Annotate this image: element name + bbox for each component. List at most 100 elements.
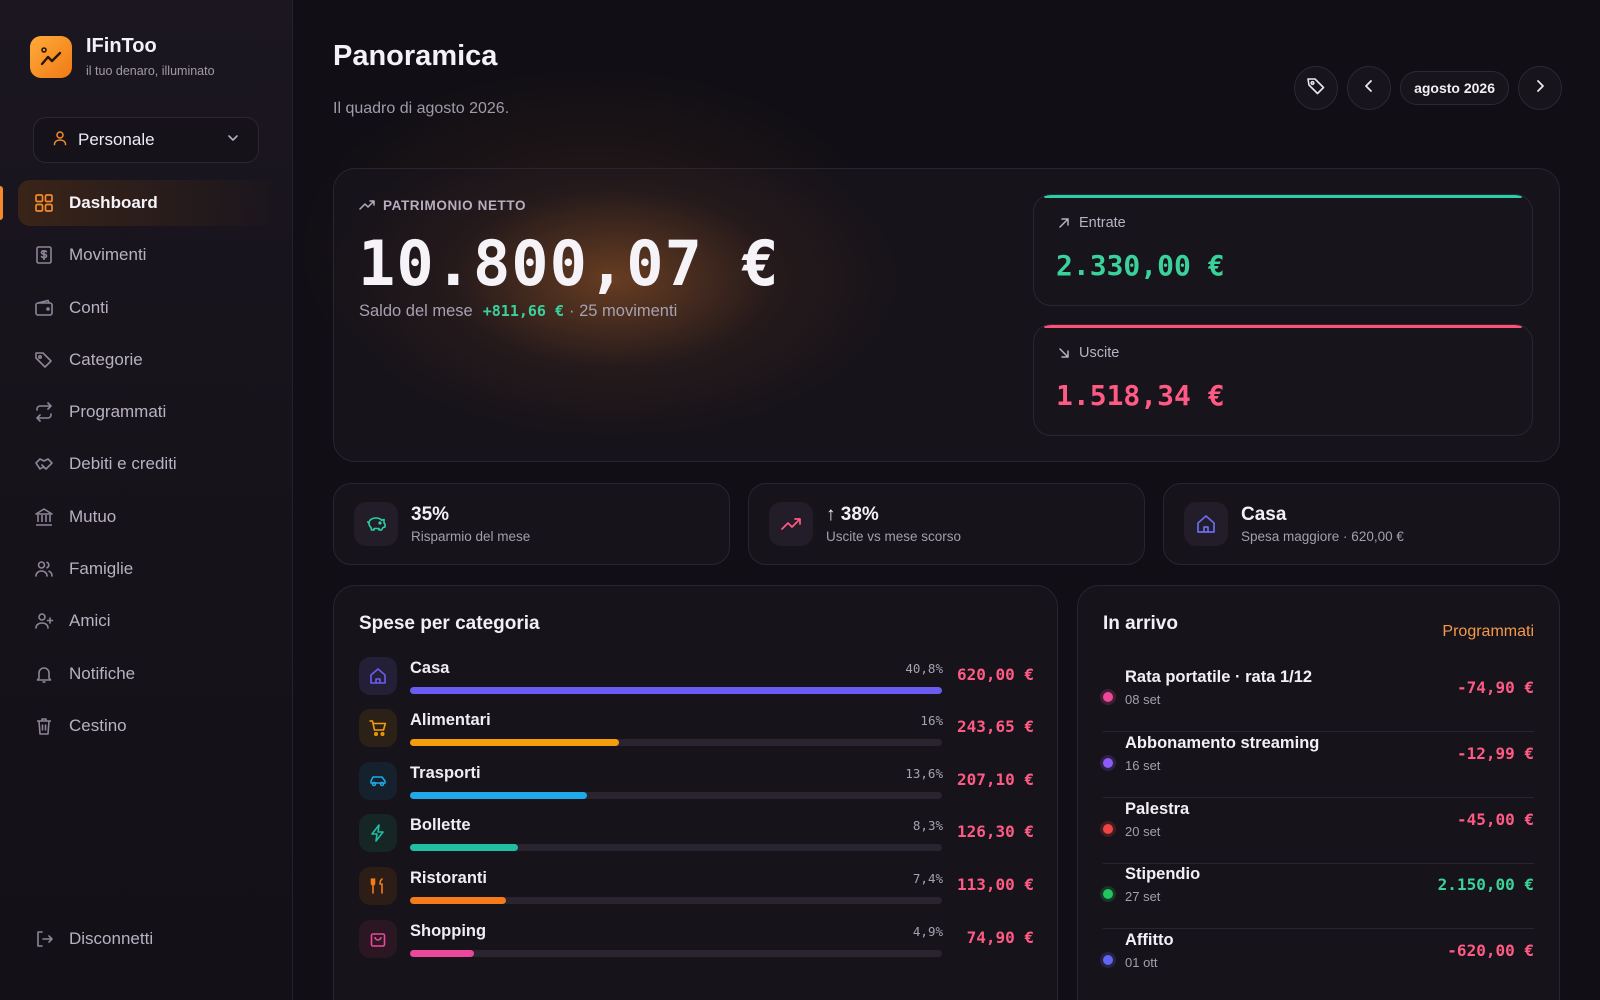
chevron-right-icon (1532, 78, 1548, 99)
upcoming-item[interactable]: Rata portatile · rata 1/12 08 set -74,90… (1103, 668, 1534, 732)
repeat-icon (33, 401, 55, 423)
savings-rate-value: 35% (411, 504, 450, 525)
wallet-icon (33, 297, 55, 319)
cart-icon (359, 709, 397, 747)
sidebar-item-mutuo[interactable]: Mutuo (18, 494, 276, 540)
category-percentage: 7,4% (912, 871, 943, 886)
status-dot (1103, 758, 1113, 768)
sidebar-item-notifiche[interactable]: Notifiche (18, 651, 276, 697)
expense-change-value: ↑ 38% (826, 504, 879, 525)
upcoming-item[interactable]: Affitto 01 ott -620,00 € (1103, 931, 1534, 995)
logout-icon (33, 928, 55, 950)
sidebar-item-famiglie[interactable]: Famiglie (18, 546, 276, 592)
upcoming-title: Rata portatile · rata 1/12 (1125, 668, 1313, 686)
next-month-button[interactable] (1518, 66, 1562, 110)
sidebar-item-label: Famiglie (69, 559, 134, 579)
sidebar-item-debiti-e-crediti[interactable]: Debiti e crediti (18, 441, 276, 487)
category-spending-panel: Spese per categoria Casa 40,8% 620,00 € … (333, 585, 1058, 1000)
sidebar-item-categorie[interactable]: Categorie (18, 337, 276, 383)
upcoming-item[interactable]: Abbonamento streaming 16 set -12,99 € (1103, 734, 1534, 798)
sidebar-item-label: Amici (69, 611, 111, 631)
bolt-icon (359, 814, 397, 852)
sidebar-item-cestino[interactable]: Cestino (18, 703, 276, 749)
sidebar-item-amici[interactable]: Amici (18, 598, 276, 644)
category-name: Alimentari (410, 711, 491, 729)
upcoming-amount: -45,00 € (1456, 810, 1534, 829)
sidebar-item-programmati[interactable]: Programmati (18, 389, 276, 435)
category-progress-fill (410, 687, 942, 694)
upcoming-title: Palestra (1125, 800, 1190, 818)
top-expense-value: Casa (1241, 504, 1287, 525)
income-value: 2.330,00 € (1056, 249, 1225, 282)
top-expense-caption: Spesa maggiore · 620,00 € (1241, 529, 1404, 544)
logout-label: Disconnetti (69, 929, 154, 948)
previous-month-button[interactable] (1347, 66, 1392, 110)
sidebar-item-label: Cestino (69, 715, 127, 735)
upcoming-amount: -12,99 € (1456, 744, 1534, 763)
category-percentage: 4,9% (912, 924, 943, 939)
page-title: Panoramica (333, 40, 498, 72)
category-progress-track (410, 687, 942, 694)
utensils-icon (359, 867, 397, 905)
upcoming-amount: -620,00 € (1447, 941, 1534, 960)
category-progress-track (410, 792, 942, 799)
sidebar-item-label: Mutuo (69, 506, 117, 526)
category-percentage: 8,3% (912, 818, 943, 833)
category-name: Casa (410, 659, 450, 677)
category-progress-fill (410, 950, 474, 957)
upcoming-date: 16 set (1125, 758, 1161, 773)
trending-up-icon (359, 200, 375, 210)
brand[interactable]: IFinToo il tuo denaro, illuminato (30, 35, 215, 78)
brand-name: IFinToo (86, 35, 157, 57)
users-icon (33, 558, 55, 580)
category-progress-fill (410, 792, 588, 799)
month-selector[interactable]: agosto 2026 (1400, 71, 1509, 105)
tag-filter-button[interactable] (1294, 66, 1339, 110)
category-amount: 126,30 € (956, 822, 1034, 841)
sidebar-item-conti[interactable]: Conti (18, 285, 276, 331)
net-worth-label: PATRIMONIO NETTO (359, 197, 526, 213)
sidebar-item-label: Programmati (69, 402, 167, 422)
trash-icon (33, 715, 55, 737)
sidebar: IFinToo il tuo denaro, illuminato Person… (0, 0, 293, 1000)
status-dot (1103, 955, 1113, 965)
upcoming-item[interactable]: Stipendio 27 set 2.150,00 € (1103, 865, 1534, 929)
expenses-value: 1.518,34 € (1056, 379, 1225, 412)
sidebar-item-movimenti[interactable]: Movimenti (18, 232, 276, 278)
handshake-icon (33, 453, 55, 475)
expenses-card[interactable]: Uscite 1.518,34 € (1033, 324, 1533, 436)
upcoming-title: Abbonamento streaming (1125, 734, 1320, 752)
net-worth-amount: 10.800,07 € (358, 227, 780, 300)
upcoming-title: Stipendio (1125, 865, 1201, 883)
category-name: Bollette (410, 816, 471, 834)
scheduled-link[interactable]: Programmati (1442, 623, 1534, 640)
category-name: Trasporti (410, 764, 481, 782)
bank-icon (33, 506, 55, 528)
category-row-shopping[interactable]: Shopping 4,9% 74,90 € (359, 920, 1034, 966)
sidebar-item-dashboard[interactable]: Dashboard (0, 180, 276, 226)
category-amount: 113,00 € (956, 875, 1034, 894)
grid-icon (33, 192, 55, 214)
category-row-bollette[interactable]: Bollette 8,3% 126,30 € (359, 814, 1034, 860)
brand-tagline: il tuo denaro, illuminato (86, 64, 215, 78)
category-row-trasporti[interactable]: Trasporti 13,6% 207,10 € (359, 762, 1034, 808)
income-card[interactable]: Entrate 2.330,00 € (1033, 194, 1533, 306)
car-icon (359, 762, 397, 800)
month-balance-value: +811,66 € (482, 302, 565, 320)
workspace-label: Personale (78, 130, 155, 149)
upcoming-item[interactable]: Palestra 20 set -45,00 € (1103, 800, 1534, 864)
category-amount: 74,90 € (966, 928, 1034, 947)
category-row-ristoranti[interactable]: Ristoranti 7,4% 113,00 € (359, 867, 1034, 913)
category-row-alimentari[interactable]: Alimentari 16% 243,65 € (359, 709, 1034, 755)
expense-change-caption: Uscite vs mese scorso (826, 529, 962, 544)
month-balance: Saldo del mese +811,66 € · 25 movimenti (359, 302, 677, 321)
upcoming-date: 27 set (1125, 889, 1161, 904)
status-dot (1103, 889, 1113, 899)
category-progress-track (410, 950, 942, 957)
category-row-casa[interactable]: Casa 40,8% 620,00 € (359, 657, 1034, 703)
logout-button[interactable]: Disconnetti (33, 928, 153, 950)
workspace-selector[interactable]: Personale (33, 117, 259, 163)
home-icon (359, 657, 397, 695)
main-content: Panoramica Il quadro di agosto 2026. ago… (293, 0, 1600, 1000)
sidebar-item-label: Conti (69, 297, 109, 317)
